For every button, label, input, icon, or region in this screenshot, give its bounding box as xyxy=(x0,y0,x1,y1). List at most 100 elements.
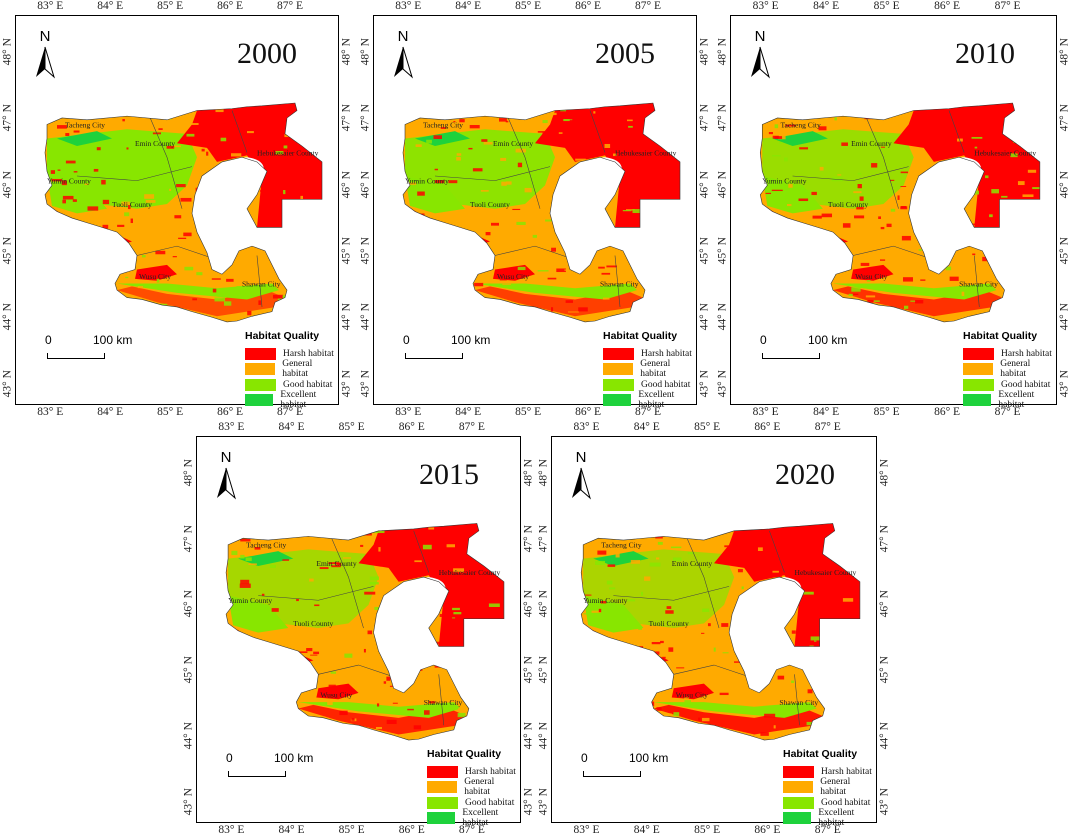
habitat-texture-patch xyxy=(383,681,387,684)
legend-item: General habitat xyxy=(783,777,877,797)
habitat-texture-patch xyxy=(574,242,581,247)
habitat-texture-patch xyxy=(308,260,316,265)
habitat-texture-patch xyxy=(665,539,674,544)
habitat-texture-patch xyxy=(269,140,280,142)
habitat-texture-patch xyxy=(483,142,493,145)
habitat-texture-patch xyxy=(273,294,284,299)
habitat-texture-patch xyxy=(602,721,613,727)
habitat-texture-patch xyxy=(231,153,242,157)
habitat-texture-patch xyxy=(259,252,270,257)
habitat-texture-patch xyxy=(352,646,356,650)
legend-item: Excellent habitat xyxy=(783,808,877,828)
longitude-tick-bottom: 86° E xyxy=(575,406,602,418)
habitat-texture-patch xyxy=(403,550,407,552)
habitat-texture-patch xyxy=(261,673,269,676)
habitat-texture-patch xyxy=(552,112,557,116)
habitat-texture-patch xyxy=(989,214,993,218)
longitude-tick-top: 87° E xyxy=(458,421,485,433)
north-label: N xyxy=(755,28,766,45)
longitude-tick-top: 85° E xyxy=(515,0,542,12)
habitat-texture-patch xyxy=(343,557,352,559)
latitude-tick-left: 44° N xyxy=(359,303,372,331)
habitat-texture-patch xyxy=(810,562,816,566)
habitat-texture-patch xyxy=(807,689,813,694)
habitat-texture-patch xyxy=(1005,129,1012,131)
habitat-texture-patch xyxy=(512,208,521,211)
habitat-texture-patch xyxy=(237,651,245,655)
habitat-texture-patch xyxy=(640,591,644,596)
habitat-texture-patch xyxy=(811,191,817,196)
habitat-texture-patch xyxy=(774,124,779,129)
habitat-texture-patch xyxy=(645,655,650,658)
habitat-map: Tacheng City Emin County Hebukesaier Count… xyxy=(225,523,505,741)
scale-bar: 0 100 km xyxy=(760,333,860,365)
habitat-texture-patch xyxy=(421,182,433,185)
habitat-texture-patch xyxy=(578,267,582,270)
habitat-texture-patch xyxy=(298,682,304,685)
habitat-texture-patch xyxy=(787,272,797,278)
habitat-texture-patch xyxy=(976,316,984,320)
habitat-texture-patch xyxy=(183,232,192,237)
scale-bar: 0 100 km xyxy=(403,333,503,365)
latitude-tick-left: 47° N xyxy=(182,524,195,552)
habitat-texture-patch xyxy=(632,680,644,684)
habitat-texture-patch xyxy=(309,578,314,582)
habitat-texture-patch xyxy=(578,270,587,275)
place-label: Wusu City xyxy=(320,692,352,700)
excellent-habitat-area xyxy=(238,551,294,566)
place-label: Yumin County xyxy=(762,178,807,186)
habitat-texture-patch xyxy=(871,163,878,168)
habitat-texture-patch xyxy=(1005,310,1016,312)
lake xyxy=(385,577,446,663)
habitat-texture-patch xyxy=(312,723,317,726)
habitat-texture-patch xyxy=(300,195,303,200)
habitat-texture-patch xyxy=(764,713,776,718)
map-panel-2000: 83° E 83° E 84° E 84° E 85° E 85° E 86° E 86° E… xyxy=(1,0,352,417)
habitat-texture-patch xyxy=(487,526,498,529)
habitat-texture-patch xyxy=(458,707,464,713)
habitat-texture-patch xyxy=(662,656,666,659)
north-arrow-left-half xyxy=(572,468,581,498)
north-arrow-left-half xyxy=(751,47,760,77)
habitat-texture-patch xyxy=(435,641,444,645)
legend-item: General habitat xyxy=(245,359,339,379)
habitat-texture-patch xyxy=(156,278,160,283)
scale-zero-label: 0 xyxy=(581,751,588,765)
excellent-habitat-area xyxy=(772,131,828,147)
latitude-tick-right: 43° N xyxy=(698,369,711,397)
north-arrow-icon: N xyxy=(36,28,55,79)
habitat-texture-patch xyxy=(374,529,385,534)
latitude-tick-right: 46° N xyxy=(1058,170,1071,199)
longitude-tick-bottom: 83° E xyxy=(218,824,245,836)
scale-bar: 0 100 km xyxy=(226,751,326,783)
habitat-texture-patch xyxy=(410,534,413,540)
habitat-texture-patch xyxy=(282,295,287,300)
north-arrow-icon: N xyxy=(394,28,413,79)
habitat-texture-patch xyxy=(592,684,598,689)
habitat-texture-patch xyxy=(101,179,106,185)
scale-bar-line xyxy=(762,353,820,359)
habitat-texture-patch xyxy=(842,598,854,602)
habitat-texture-patch xyxy=(832,222,837,226)
habitat-texture-patch xyxy=(529,108,537,112)
latitude-tick-left: 43° N xyxy=(716,369,729,397)
north-label: N xyxy=(398,28,409,45)
habitat-texture-patch xyxy=(296,598,299,602)
latitude-tick-left: 44° N xyxy=(1,303,14,331)
latitude-tick-right: 46° N xyxy=(522,590,535,618)
county-boundary xyxy=(76,110,263,307)
legend-label: General habitat xyxy=(640,359,671,380)
legend-label: Harsh habitat xyxy=(821,766,872,777)
place-label: Hebukesaier County xyxy=(257,150,319,158)
legend-swatch xyxy=(963,347,994,360)
habitat-texture-patch xyxy=(985,175,989,179)
longitude-tick-bottom: 83° E xyxy=(37,406,64,418)
habitat-raster xyxy=(226,523,504,741)
habitat-texture-patch xyxy=(771,189,783,192)
habitat-texture-patch xyxy=(815,593,827,597)
habitat-legend: Habitat Quality Harsh habitat General habi… xyxy=(783,748,877,828)
map-year-label: 2010 xyxy=(955,37,1015,70)
habitat-texture-patch xyxy=(672,557,682,562)
habitat-texture-patch xyxy=(972,253,976,256)
habitat-texture-patch xyxy=(459,701,467,704)
